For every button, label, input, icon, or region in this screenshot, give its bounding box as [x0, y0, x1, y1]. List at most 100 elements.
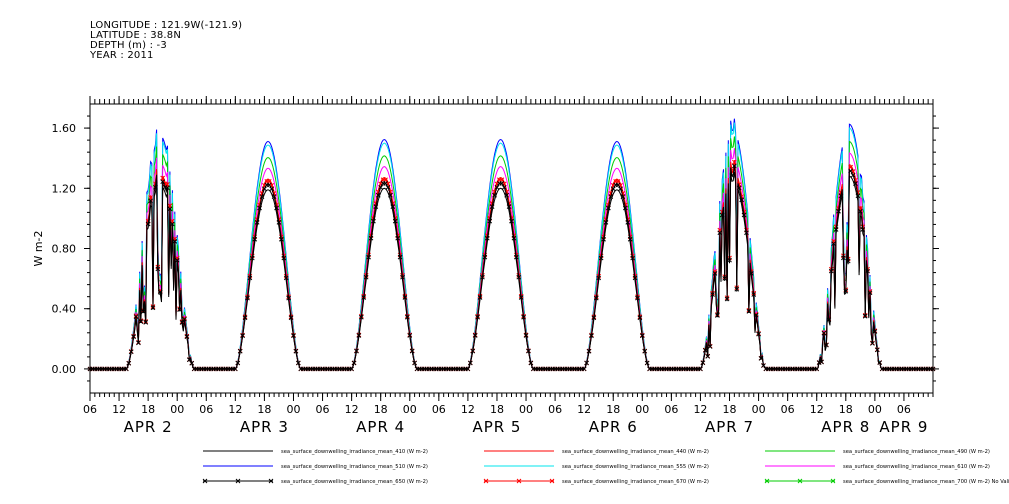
series-line-2 — [90, 136, 933, 370]
legend-marker — [483, 478, 489, 484]
legend-marker — [202, 478, 208, 484]
y-tick-label: 0.00 — [52, 363, 77, 376]
series-marker-6 — [165, 185, 170, 191]
series-marker-7 — [732, 159, 737, 165]
legend-marker — [235, 478, 241, 484]
x-day-label: APR 3 — [240, 418, 289, 436]
series-marker-6 — [174, 257, 180, 263]
x-tick-label: 12 — [112, 403, 126, 416]
series-line-0 — [90, 171, 933, 370]
series-marker-6 — [378, 185, 384, 190]
x-tick-label: 00 — [752, 403, 766, 416]
x-tick-label: 00 — [403, 403, 417, 416]
series-line-4 — [90, 122, 933, 370]
series-marker-6 — [499, 181, 505, 186]
legend-marker — [516, 478, 522, 484]
x-tick-label: 12 — [577, 403, 591, 416]
y-tick-label: 1.60 — [52, 122, 77, 135]
series-marker-6 — [269, 186, 275, 192]
x-tick-label: 18 — [141, 403, 155, 416]
x-axis: 06 12 18 00 06 12 18 00 06 12 18 00 06 12 18 00 06 12 18 00… — [83, 96, 928, 436]
series-marker-6 — [385, 185, 391, 190]
series-line-5 — [90, 148, 933, 370]
x-tick-label: 12 — [345, 403, 359, 416]
series-marker-6 — [501, 185, 507, 190]
y-tick-label: 0.80 — [52, 243, 77, 256]
x-tick-label: 12 — [693, 403, 707, 416]
legend-marker — [764, 478, 770, 484]
x-tick-label: 18 — [490, 403, 504, 416]
plot-frame — [89, 103, 934, 394]
legend-label: sea_surface_downwelling_irradiance_mean_… — [562, 464, 709, 470]
series-marker-7 — [383, 177, 388, 183]
series-marker-7 — [499, 177, 505, 183]
x-tick-label: 00 — [519, 403, 533, 416]
series-marker-6 — [266, 182, 272, 188]
legend-label: sea_surface_downwelling_irradiance_mean_… — [843, 464, 990, 470]
x-tick-label: 06 — [316, 403, 330, 416]
x-tick-label: 00 — [635, 403, 649, 416]
x-tick-label: 18 — [257, 403, 271, 416]
series-marker-6 — [172, 238, 178, 244]
series-marker-7 — [867, 288, 873, 294]
x-tick-label: 06 — [199, 403, 213, 416]
series-marker-6 — [732, 163, 737, 169]
y-tick-label: 0.40 — [52, 303, 77, 316]
x-tick-label: 00 — [170, 403, 184, 416]
y-tick-label: 1.20 — [52, 182, 77, 195]
series-marker-6 — [867, 290, 873, 296]
series-marker-6 — [484, 235, 490, 241]
legend-label: sea_surface_downwelling_irradiance_mean_… — [281, 449, 428, 455]
longitude-text: LONGITUDE : 121.9W(-121.9) — [90, 20, 243, 31]
series-marker-6 — [262, 186, 267, 192]
series-marker-6 — [833, 227, 839, 232]
series-marker-6 — [744, 230, 749, 236]
x-day-label: APR 5 — [472, 418, 521, 436]
latitude-text: LATITUDE : 38.8N — [90, 30, 182, 41]
series-marker-6 — [712, 271, 718, 276]
series-marker-7 — [615, 178, 621, 184]
series-marker-6 — [368, 235, 374, 241]
series-marker-6 — [821, 330, 827, 336]
series-marker-6 — [610, 186, 616, 192]
series-marker-6 — [717, 230, 723, 236]
x-tick-label: 06 — [83, 403, 97, 416]
series-marker-6 — [160, 179, 166, 185]
x-tick-label: 12 — [810, 403, 824, 416]
x-day-label: APR 4 — [356, 418, 405, 436]
series-marker-7 — [133, 313, 139, 319]
series-marker-6 — [170, 221, 175, 227]
legend-marker — [549, 478, 555, 484]
series-marker-6 — [850, 172, 856, 178]
legend-label: sea_surface_downwelling_irradiance_mean_… — [562, 449, 709, 455]
series-marker-6 — [831, 241, 837, 247]
year-text: YEAR : 2011 — [90, 50, 154, 61]
series-marker-7 — [848, 164, 853, 170]
legend: sea_surface_downwelling_irradiance_mean_… — [202, 449, 1009, 485]
y-axis-label: W m-2 — [32, 230, 45, 266]
series-marker-7 — [182, 315, 187, 321]
x-day-label: APR 9 — [879, 418, 928, 436]
x-tick-label: 12 — [461, 403, 475, 416]
series-marker-6 — [133, 314, 139, 320]
x-tick-label: 18 — [374, 403, 388, 416]
x-day-label: APR 8 — [821, 418, 870, 436]
legend-label: sea_surface_downwelling_irradiance_mean_… — [843, 479, 1009, 485]
depth-text: DEPTH (m) : -3 — [90, 40, 167, 51]
metadata-header: LONGITUDE : 121.9W(-121.9) LATITUDE : 38… — [90, 21, 242, 61]
x-tick-label: 06 — [664, 403, 678, 416]
legend-marker — [830, 478, 836, 484]
x-tick-label: 18 — [606, 403, 620, 416]
series-marker-6 — [167, 206, 173, 212]
x-tick-label: 18 — [723, 403, 737, 416]
series-marker-6 — [182, 316, 187, 322]
series-marker-6 — [252, 236, 258, 242]
legend-marker — [797, 478, 803, 484]
legend-label: sea_surface_downwelling_irradiance_mean_… — [281, 464, 428, 470]
legend-label: sea_surface_downwelling_irradiance_mean_… — [281, 479, 428, 485]
x-tick-label: 06 — [897, 403, 911, 416]
series-line-3 — [90, 118, 933, 370]
series-marker-6 — [601, 236, 606, 242]
series-layer — [87, 118, 936, 372]
